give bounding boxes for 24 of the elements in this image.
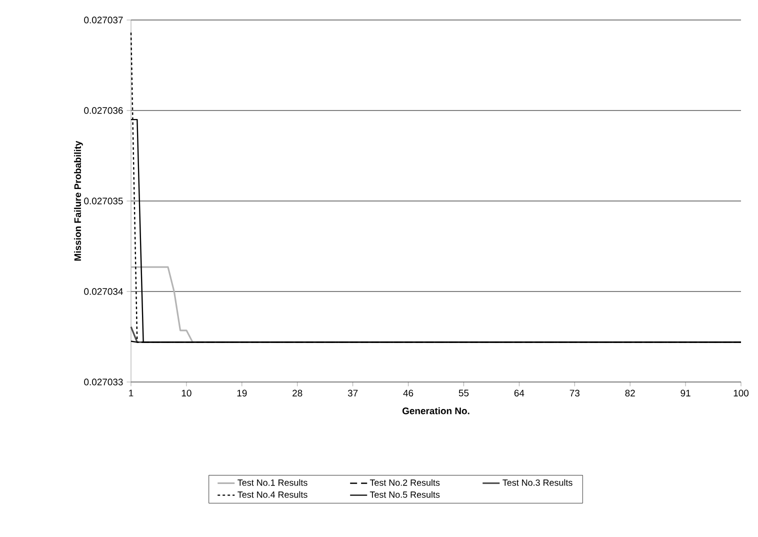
x-tick-label: 73 xyxy=(570,390,580,396)
legend-label: Test No.2 Results xyxy=(370,479,440,486)
y-tick-label: 0.027037 xyxy=(84,16,123,24)
y-axis-title: Mission Failure Probability xyxy=(74,140,83,261)
legend-label: Test No.5 Results xyxy=(370,491,440,498)
x-tick-label: 91 xyxy=(680,390,690,396)
x-tick-label: 82 xyxy=(625,390,635,396)
x-tick-label: 1 xyxy=(129,390,134,396)
legend-label: Test No.1 Results xyxy=(238,479,308,486)
y-tick-label: 0.027033 xyxy=(84,378,123,386)
x-tick-label: 37 xyxy=(348,390,358,396)
x-tick-label: 28 xyxy=(292,390,302,396)
legend-label: Test No.4 Results xyxy=(238,491,308,498)
x-tick-label: 100 xyxy=(734,390,749,396)
x-axis-title: Generation No. xyxy=(402,407,470,414)
legend-label: Test No.3 Results xyxy=(502,479,572,486)
x-tick-label: 55 xyxy=(458,390,469,396)
y-tick-label: 0.027035 xyxy=(84,198,123,204)
x-tick-label: 64 xyxy=(514,390,524,396)
x-tick-label: 19 xyxy=(237,390,247,396)
x-tick-label: 10 xyxy=(182,390,192,396)
x-tick-label: 46 xyxy=(403,390,414,396)
y-tick-label: 0.027036 xyxy=(84,107,123,114)
y-tick-label: 0.027034 xyxy=(84,288,123,295)
